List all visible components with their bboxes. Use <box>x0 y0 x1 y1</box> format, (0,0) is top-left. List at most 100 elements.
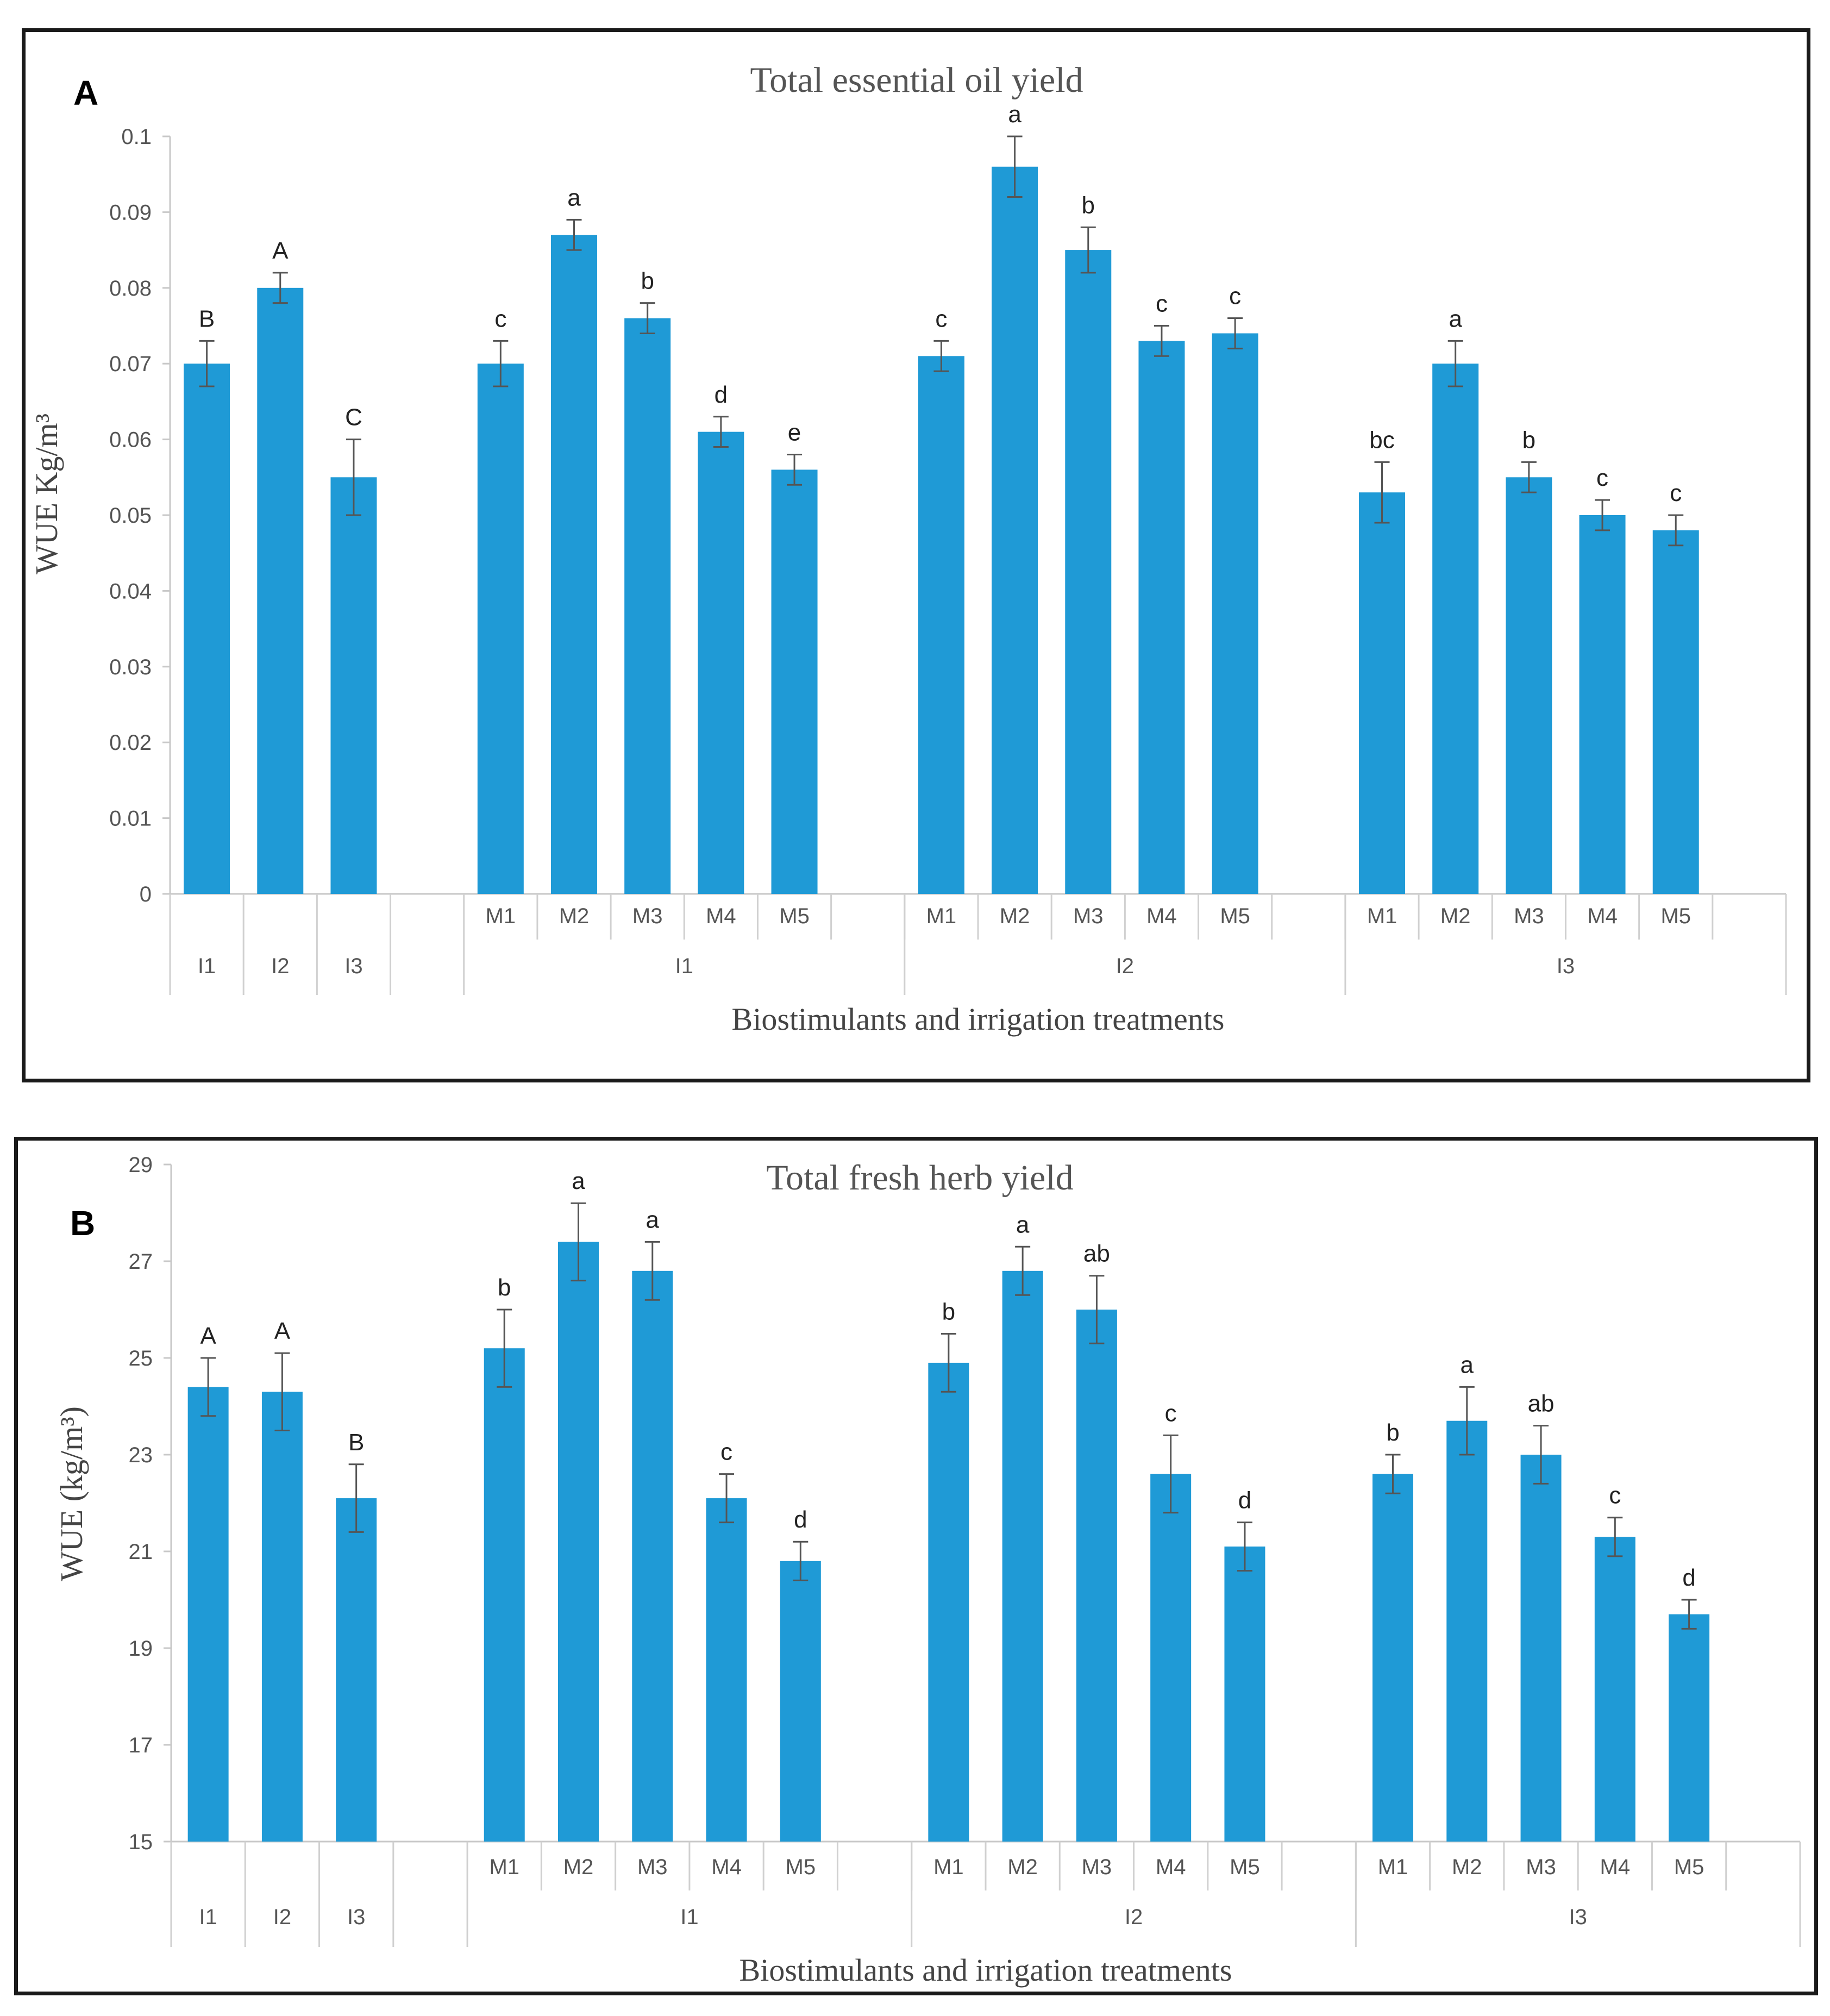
chart-b-significance-letter: a <box>1016 1211 1030 1238</box>
chart-b-significance-letter: b <box>498 1274 511 1301</box>
chart-a-significance-letter: C <box>345 404 362 431</box>
chart-a-significance-letter: e <box>788 419 801 446</box>
chart-b-y-axis-title: WUE (kg/m³) <box>54 1406 89 1581</box>
chart-a-bar <box>1652 530 1699 894</box>
chart-a-x-group-label: I3 <box>1557 954 1575 978</box>
chart-a-significance-letter: c <box>494 305 506 332</box>
chart-b-x-tick-label: M3 <box>1526 1855 1556 1879</box>
chart-b-significance-letter: c <box>1165 1400 1177 1426</box>
chart-b-significance-letter: c <box>720 1439 732 1466</box>
chart-b-x-tick-label: M5 <box>786 1855 816 1879</box>
chart-a-bar <box>551 235 597 894</box>
chart-a-y-tick-label: 0.07 <box>109 352 152 376</box>
chart-a-x-tick-label: M5 <box>1220 904 1250 928</box>
chart-a-bar <box>1138 341 1185 894</box>
chart-a-x-axis-title: Biostimulants and irrigation treatments <box>732 1001 1225 1037</box>
chart-b-significance-letter: a <box>646 1206 660 1233</box>
chart-b-bar <box>1076 1310 1117 1842</box>
chart-b-x-tick-label: M1 <box>489 1855 519 1879</box>
chart-a-significance-letter: B <box>199 305 215 332</box>
chart-a-x-tick-label: M2 <box>1440 904 1471 928</box>
chart-b-significance-letter: a <box>572 1168 585 1194</box>
chart-b-y-tick-label: 29 <box>129 1153 153 1177</box>
chart-b-significance-letter: d <box>1238 1487 1251 1514</box>
chart-b-y-tick-label: 23 <box>129 1443 153 1467</box>
chart-a-y-tick-label: 0.1 <box>121 125 152 149</box>
chart-panel-a: A Total essential oil yield 0 0.01 0.02 0.03 0… <box>22 28 1810 1082</box>
chart-b-significance-letter: c <box>1609 1482 1621 1509</box>
chart-b-x-axis-title: Biostimulants and irrigation treatments <box>739 1952 1232 1988</box>
chart-a-y-tick-label: 0.06 <box>109 428 152 452</box>
chart-a-bar <box>257 287 304 894</box>
chart-b-x-tick-label: M1 <box>933 1855 964 1879</box>
chart-a-svg: A Total essential oil yield 0 0.01 0.02 0.03 0… <box>29 60 1787 1037</box>
chart-b-x-group-label: I3 <box>1569 1905 1587 1929</box>
chart-b-x-tick-label: M5 <box>1230 1855 1260 1879</box>
chart-b-title: Total fresh herb yield <box>766 1158 1073 1198</box>
chart-b-x-group-label: I1 <box>680 1905 698 1929</box>
chart-b-bar <box>1150 1474 1192 1842</box>
chart-b-significance-letter: ab <box>1083 1241 1110 1267</box>
chart-a-bar <box>1359 492 1405 894</box>
chart-a-title: Total essential oil yield <box>750 60 1083 100</box>
chart-b-x-tick-label: M3 <box>637 1855 668 1879</box>
chart-a-x-tick-label: M1 <box>1367 904 1397 928</box>
chart-b-x-tick-label: M2 <box>1007 1855 1038 1879</box>
chart-a-significance-letter: c <box>1156 291 1168 317</box>
chart-panel-b: B Total fresh herb yield 15 17 19 21 23 25 27 29 W… <box>14 1137 1818 1995</box>
chart-a-panel-letter: A <box>73 73 98 112</box>
chart-a-x-tick-label: M1 <box>486 904 516 928</box>
chart-a-significance-letter: c <box>1670 480 1682 506</box>
chart-b-bar <box>1594 1537 1635 1842</box>
chart-a-significance-letter: a <box>567 184 581 211</box>
chart-b-bar <box>1002 1270 1043 1842</box>
chart-a-x-tick-label: I3 <box>344 954 362 978</box>
chart-b-bar <box>780 1561 821 1842</box>
chart-a-y-tick-label: 0 <box>140 882 152 906</box>
chart-b-bar <box>1224 1547 1265 1842</box>
chart-a-bar <box>771 469 818 894</box>
chart-b-significance-letter: B <box>348 1429 364 1456</box>
chart-b-y-tick-label: 25 <box>129 1347 153 1370</box>
chart-b-x-tick-label: I1 <box>199 1905 217 1929</box>
chart-b-x-tick-label: M4 <box>1156 1855 1186 1879</box>
chart-b-y-tick-label: 27 <box>129 1250 153 1274</box>
chart-b-x-tick-label: M5 <box>1674 1855 1704 1879</box>
chart-a-bar <box>477 364 524 894</box>
chart-a-significance-letter: b <box>641 268 654 295</box>
chart-a-significance-letter: a <box>1008 101 1021 128</box>
chart-b-bar <box>336 1498 377 1842</box>
chart-a-y-axis-title: WUE Kg/m³ <box>29 414 64 574</box>
chart-a-significance-letter: a <box>1449 305 1462 332</box>
chart-a-bar <box>624 318 671 894</box>
chart-b-bar <box>558 1242 599 1842</box>
chart-b-x-tick-label: M3 <box>1082 1855 1112 1879</box>
chart-b-x-tick-label: M2 <box>1452 1855 1482 1879</box>
chart-a-bar <box>1065 250 1112 894</box>
chart-b-bar <box>632 1270 673 1842</box>
chart-b-significance-letter: b <box>1386 1419 1399 1446</box>
chart-b-svg: B Total fresh herb yield 15 17 19 21 23 25 27 29 W… <box>54 1153 1801 1988</box>
chart-a-y-tick-label: 0.09 <box>109 201 152 224</box>
chart-a-significance-letter: b <box>1082 192 1095 218</box>
chart-a-y-tick-label: 0.03 <box>109 655 152 679</box>
chart-b-significance-letter: d <box>794 1506 807 1533</box>
chart-a-y-tick-label: 0.04 <box>109 579 152 603</box>
chart-a-x-tick-label: M3 <box>1514 904 1544 928</box>
chart-a-significance-letter: b <box>1522 427 1536 453</box>
chart-a-x-tick-label: M1 <box>926 904 957 928</box>
chart-b-y-tick-label: 15 <box>129 1830 153 1854</box>
chart-a-significance-letter: c <box>1229 283 1241 310</box>
chart-a-bar <box>698 431 744 894</box>
chart-b-significance-letter: b <box>942 1299 955 1325</box>
chart-b-bar <box>928 1362 969 1842</box>
chart-b-significance-letter: d <box>1682 1564 1695 1591</box>
chart-b-significance-letter: a <box>1461 1351 1474 1378</box>
chart-b-y-tick-label: 17 <box>129 1733 153 1757</box>
chart-a-x-tick-label: M4 <box>1146 904 1177 928</box>
chart-b-significance-letter: A <box>274 1318 291 1344</box>
chart-a-significance-letter: d <box>715 381 728 408</box>
chart-a-significance-letter: c <box>935 305 947 332</box>
chart-a-x-tick-label: M4 <box>1587 904 1618 928</box>
chart-b-x-tick-label: I2 <box>273 1905 291 1929</box>
